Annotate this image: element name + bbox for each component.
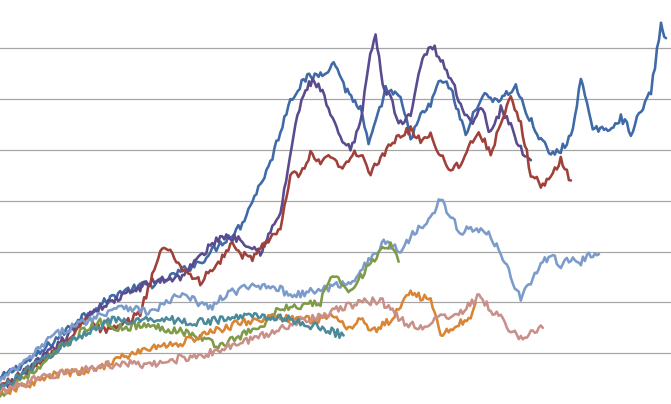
series-line-2: [0, 33, 533, 393]
series-line-3: [0, 95, 573, 388]
series-lines: [0, 21, 668, 398]
gridlines: [0, 47, 671, 355]
series-line-4: [0, 198, 601, 383]
series-line-8: [0, 312, 345, 391]
series-line-1: [0, 21, 668, 380]
series-line-7: [0, 293, 545, 395]
series-line-6: [0, 289, 477, 396]
